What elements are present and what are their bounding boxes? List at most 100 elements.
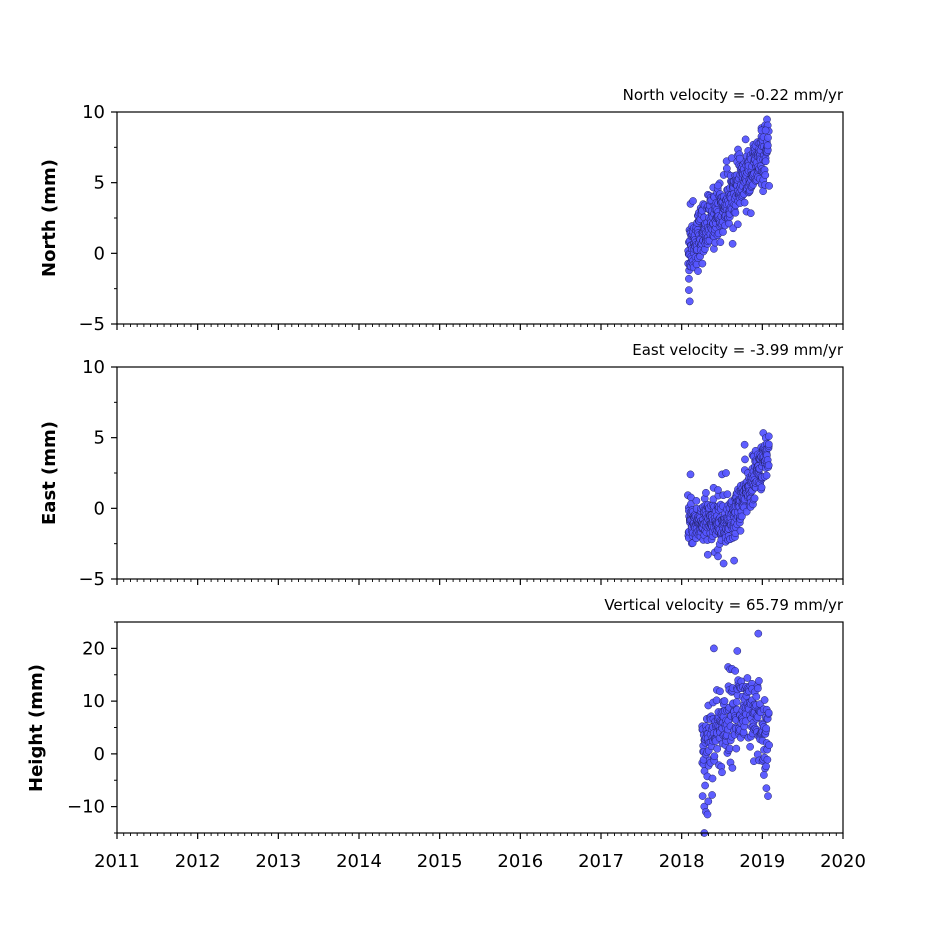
north-axis-label: North (mm): [39, 159, 60, 277]
east-y-tick-label: 5: [94, 428, 105, 449]
height-data-point: [760, 696, 769, 704]
east-data-point: [750, 494, 759, 503]
height-data-point: [746, 742, 754, 751]
north-data-point: [746, 209, 755, 218]
north-data-point: [764, 133, 772, 142]
east-data-point: [764, 432, 773, 441]
height-data-point: [762, 784, 771, 793]
height-data-point: [728, 764, 737, 772]
height-data-point: [762, 762, 770, 771]
east-data-point: [714, 486, 722, 494]
height-data-point: [743, 674, 752, 682]
height-plot-frame: [116, 621, 844, 834]
height-data-point: [708, 774, 717, 783]
x-tick-label: 2012: [175, 851, 221, 872]
north-data-point: [710, 245, 718, 253]
east-y-tick-label: 10: [82, 357, 105, 378]
x-tick-label: 2015: [417, 851, 463, 872]
height-data-point: [725, 744, 734, 753]
height-data-point: [713, 744, 722, 753]
height-data-point: [703, 810, 712, 819]
east-plot-frame: [116, 366, 844, 580]
north-data-point: [694, 267, 702, 275]
north-y-ticks: −5 0 5 10: [78, 102, 117, 335]
height-data-point: [704, 797, 713, 806]
east-data-point: [740, 440, 749, 449]
north-plot-frame: [116, 111, 844, 325]
north-data-point: [765, 182, 773, 190]
panel-east: East velocity = -3.99 mm/yr East (mm) −5…: [39, 341, 844, 590]
height-y-tick-label: 0: [94, 744, 105, 765]
east-data-point: [757, 483, 766, 492]
x-tick-label: 2016: [497, 851, 543, 872]
x-tick-label: 2018: [659, 851, 705, 872]
east-data-point: [730, 556, 738, 565]
height-data-point: [718, 768, 726, 777]
east-data-point: [714, 552, 722, 561]
vertical-velocity-annotation: Vertical velocity = 65.79 mm/yr: [604, 596, 844, 614]
east-data-point: [764, 461, 773, 470]
north-data-point: [731, 208, 740, 217]
x-tick-label: 2017: [578, 851, 624, 872]
height-data-point: [731, 667, 740, 675]
east-data-point: [738, 512, 746, 521]
height-data-point: [762, 724, 771, 733]
height-data-point: [710, 644, 718, 653]
north-data-point: [698, 259, 707, 268]
north-y-tick-label: 5: [94, 173, 105, 194]
north-data-point: [728, 239, 737, 248]
height-data-point: [764, 708, 773, 717]
x-tick-label: 2011: [94, 851, 140, 872]
north-data-point: [685, 274, 693, 283]
height-data-point: [763, 755, 772, 764]
east-data-point: [764, 440, 773, 449]
height-data-point: [760, 771, 768, 779]
east-data-point: [722, 469, 730, 477]
height-y-ticks: −10 0 10 20: [67, 621, 117, 834]
north-data-point: [763, 141, 772, 150]
x-tick-label: 2019: [739, 851, 785, 872]
height-axis-label: Height (mm): [26, 664, 47, 792]
north-y-tick-label: 0: [94, 243, 105, 264]
height-data-point: [710, 752, 719, 761]
east-data-point: [723, 490, 732, 499]
east-points: [684, 429, 773, 568]
east-y-tick-label: −5: [78, 569, 105, 590]
east-y-ticks: −5 0 5 10: [78, 357, 117, 590]
height-data-point: [732, 698, 741, 706]
north-data-point: [716, 238, 725, 247]
north-data-point: [714, 181, 722, 190]
east-data-point: [692, 497, 701, 505]
east-data-point: [702, 488, 710, 497]
panel-height: Vertical velocity = 65.79 mm/yr Height (…: [26, 596, 844, 839]
north-data-point: [719, 228, 727, 236]
north-velocity-annotation: North velocity = -0.22 mm/yr: [623, 86, 844, 104]
height-data-point: [720, 697, 729, 705]
east-data-point: [741, 455, 749, 464]
height-data-point: [752, 692, 761, 701]
east-velocity-annotation: East velocity = -3.99 mm/yr: [632, 341, 844, 359]
north-data-point: [722, 164, 731, 173]
east-axis-label: East (mm): [39, 421, 60, 525]
height-data-point: [765, 741, 773, 749]
north-data-point: [741, 135, 750, 144]
height-y-tick-label: 10: [82, 691, 105, 712]
height-data-point: [708, 791, 716, 799]
x-tick-label: 2014: [336, 851, 382, 872]
east-data-point: [703, 550, 712, 559]
height-data-point: [732, 744, 741, 753]
height-data-point: [712, 696, 721, 705]
height-data-point: [733, 647, 742, 655]
east-data-point: [686, 470, 695, 479]
north-y-tick-label: 10: [82, 102, 105, 123]
east-y-tick-label: 0: [94, 498, 105, 519]
x-tick-label: 2013: [255, 851, 301, 872]
north-data-point: [685, 297, 694, 306]
height-data-point: [754, 684, 762, 693]
height-y-tick-label: −10: [67, 797, 105, 818]
north-data-point: [761, 157, 770, 166]
north-points: [684, 115, 773, 306]
panel-north: North velocity = -0.22 mm/yr North (mm) …: [39, 86, 844, 335]
height-y-tick-label: 20: [82, 638, 105, 659]
